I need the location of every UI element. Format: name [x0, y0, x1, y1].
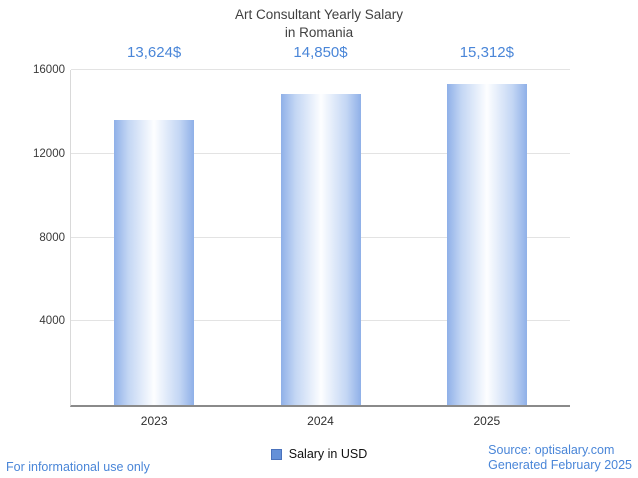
plot-area: 4000 8000 12000 16000 13,624$ 2023 14,850$ 2024… [33, 44, 570, 428]
generated-text: Generated February 2025 [488, 458, 632, 473]
chart-title-line1: Art Consultant Yearly Salary [234, 7, 404, 22]
bar-value-label: 14,850$ [293, 44, 348, 61]
y-axis-tick-label: 4000 [39, 315, 65, 328]
legend-swatch-icon [270, 448, 282, 460]
y-axis-tick-label: 12000 [33, 147, 65, 160]
x-axis-tick-label: 2025 [473, 414, 501, 428]
source-text: Source: optisalary.com [488, 442, 615, 457]
chart-title-line2: in Romania [284, 25, 354, 41]
bar-value-label: 15,312$ [459, 44, 514, 61]
bar-value-label: 13,624$ [127, 44, 182, 61]
bar-2025 [446, 84, 527, 405]
gridline-16000 [71, 69, 570, 70]
bar-2023 [114, 119, 195, 405]
source-block: Source: optisalary.com Generated Februar… [488, 443, 632, 474]
x-axis-tick-label: 2023 [140, 414, 168, 428]
legend: Salary in USD [0, 447, 638, 461]
y-axis-tick-label: 16000 [33, 64, 65, 76]
x-axis-tick-label: 2024 [307, 414, 334, 428]
y-axis-tick-label: 8000 [39, 231, 65, 244]
legend-label: Salary in USD [288, 447, 368, 461]
chart-title: Art Consultant Yearly Salary in Romania [0, 6, 638, 42]
disclaimer-text: For informational use only [6, 460, 150, 474]
bar-2024 [280, 94, 361, 405]
